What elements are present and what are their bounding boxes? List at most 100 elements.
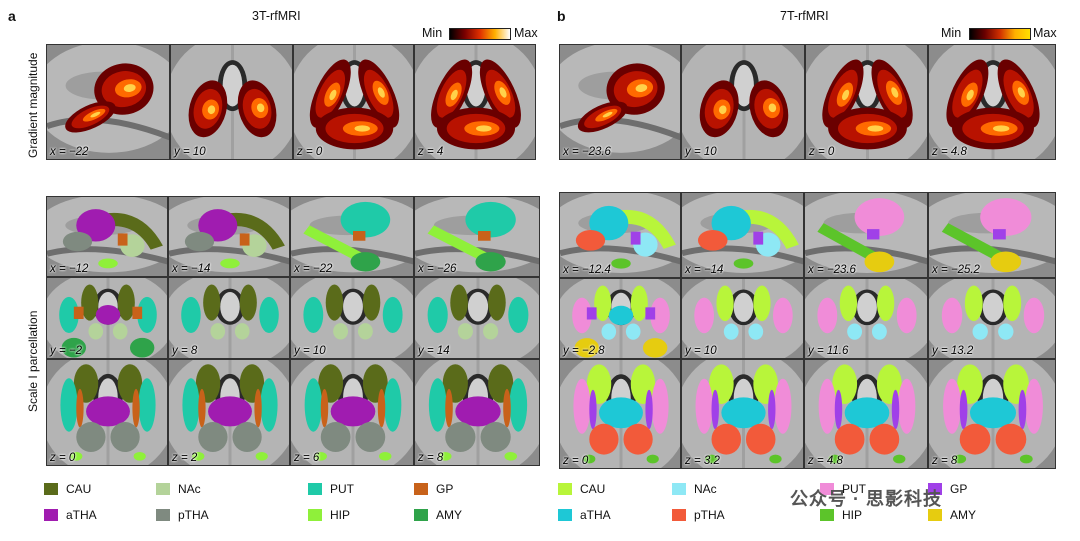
panel-b-parcellation-slice-r2-c1: y = −2.8: [559, 278, 681, 359]
slice-coordinate-label: z = 6: [294, 452, 320, 464]
panel-a-colorbar: [449, 28, 511, 40]
panel-a-parcellation-slice-r1-c3: x = −22: [290, 196, 414, 277]
legend-swatch: [928, 509, 942, 521]
legend-label: AMY: [436, 508, 463, 522]
legend-swatch: [672, 509, 686, 521]
legend-swatch: [308, 483, 322, 495]
panel-a-colorbar-min: Min: [422, 26, 443, 40]
panel-b-letter: b: [557, 8, 566, 24]
panel-a-parcellation-slice-r3-c2: z = 2: [168, 359, 290, 466]
slice-coordinate-label: z = 8: [418, 452, 444, 464]
slice-coordinate-label: x = −26: [418, 263, 457, 275]
legend-label: AMY: [950, 508, 977, 522]
legend-label: NAc: [694, 482, 717, 496]
panel-a-colorbar-max: Max: [514, 26, 538, 40]
panel-a-gradient-slice-2: y = 10: [170, 44, 293, 160]
legend-swatch: [156, 483, 170, 495]
slice-coordinate-label: z = 0: [50, 452, 76, 464]
panel-a-parcellation-slice-r2-c3: y = 10: [290, 277, 414, 359]
legend-swatch: [44, 483, 58, 495]
panel-a-parcellation-slice-r1-c1: x = −12: [46, 196, 168, 277]
slice-coordinate-label: z = 2: [172, 452, 198, 464]
gradient-row-label: Gradient magnitude: [26, 52, 40, 158]
legend-item-cau: CAU: [44, 482, 91, 496]
panel-b-parcellation-slice-r3-c1: z = 0: [559, 359, 681, 469]
slice-coordinate-label: x = −14: [172, 263, 211, 275]
panel-a-gradient-slice-1: x = −22: [46, 44, 170, 160]
legend-item-amy: AMY: [414, 508, 462, 522]
legend-item-amy: AMY: [928, 508, 976, 522]
panel-b-gradient-slice-1: x = −23.6: [559, 44, 681, 160]
panel-a-gradient-slice-4: z = 4: [414, 44, 536, 160]
legend-item-nac: NAc: [672, 482, 717, 496]
slice-coordinate-label: z = 3.2: [685, 455, 720, 467]
legend-swatch: [308, 509, 322, 521]
slice-coordinate-label: z = 4.8: [808, 455, 843, 467]
slice-coordinate-label: z = 4.8: [932, 146, 967, 158]
watermark: 公众号 · 思影科技: [790, 489, 942, 509]
legend-label: GP: [436, 482, 454, 496]
panel-b-gradient-slice-3: z = 0: [805, 44, 928, 160]
panel-b-parcellation-slice-r2-c3: y = 11.6: [804, 278, 928, 359]
panel-a-parcellation-slice-r2-c4: y = 14: [414, 277, 540, 359]
panel-a-letter: a: [8, 8, 16, 24]
slice-coordinate-label: z = 4: [418, 146, 444, 158]
legend-label: CAU: [580, 482, 606, 496]
slice-coordinate-label: z = 0: [297, 146, 323, 158]
panel-a-parcellation-slice-r3-c4: z = 8: [414, 359, 540, 466]
slice-coordinate-label: y = −2.8: [563, 345, 605, 357]
legend-swatch: [672, 483, 686, 495]
slice-coordinate-label: y = 10: [294, 345, 326, 357]
legend-item-gp: GP: [928, 482, 967, 496]
panel-b-parcellation-slice-r3-c2: z = 3.2: [681, 359, 804, 469]
panel-b-parcellation-slice-r2-c2: y = 10: [681, 278, 804, 359]
panel-a-parcellation-slice-r3-c3: z = 6: [290, 359, 414, 466]
slice-coordinate-label: x = −22: [50, 146, 89, 158]
legend-item-put: PUT: [820, 482, 866, 496]
legend-label: GP: [950, 482, 968, 496]
slice-coordinate-label: y = −2: [50, 345, 82, 357]
legend-swatch: [558, 483, 572, 495]
panel-a-parcellation-slice-r1-c2: x = −14: [168, 196, 290, 277]
legend-swatch: [820, 483, 834, 495]
panel-a-title: 3T-rfMRI: [252, 9, 301, 23]
legend-swatch: [928, 483, 942, 495]
legend-label: PUT: [330, 482, 354, 496]
slice-coordinate-label: y = 10: [685, 345, 717, 357]
slice-coordinate-label: y = 8: [172, 345, 198, 357]
legend-swatch: [414, 509, 428, 521]
slice-coordinate-label: y = 10: [685, 146, 717, 158]
legend-item-cau: CAU: [558, 482, 605, 496]
legend-label: aTHA: [66, 508, 97, 522]
panel-a-parcellation-slice-r3-c1: z = 0: [46, 359, 168, 466]
legend-swatch: [156, 509, 170, 521]
panel-b-parcellation-slice-r3-c3: z = 4.8: [804, 359, 928, 469]
slice-coordinate-label: x = −25.2: [932, 264, 980, 276]
legend-swatch: [558, 509, 572, 521]
legend-label: pTHA: [178, 508, 209, 522]
legend-item-hip: HIP: [820, 508, 862, 522]
panel-b-title: 7T-rfMRI: [780, 9, 829, 23]
legend-item-ptha: pTHA: [156, 508, 209, 522]
legend-item-gp: GP: [414, 482, 453, 496]
legend-item-atha: aTHA: [44, 508, 97, 522]
panel-b-colorbar: [969, 28, 1031, 40]
legend-label: PUT: [842, 482, 866, 496]
legend-item-atha: aTHA: [558, 508, 611, 522]
legend-swatch: [44, 509, 58, 521]
panel-b-gradient-slice-2: y = 10: [681, 44, 805, 160]
panel-b-parcellation-slice-r2-c4: y = 13.2: [928, 278, 1056, 359]
slice-coordinate-label: x = −12: [50, 263, 89, 275]
panel-b-parcellation-slice-r1-c1: x = −12.4: [559, 192, 681, 278]
slice-coordinate-label: y = 11.6: [808, 345, 849, 357]
panel-a-parcellation-slice-r2-c1: y = −2: [46, 277, 168, 359]
slice-coordinate-label: x = −12.4: [563, 264, 611, 276]
panel-a-parcellation-slice-r1-c4: x = −26: [414, 196, 540, 277]
slice-coordinate-label: x = −14: [685, 264, 724, 276]
legend-label: HIP: [330, 508, 351, 522]
panel-a-gradient-slice-3: z = 0: [293, 44, 414, 160]
legend-item-put: PUT: [308, 482, 354, 496]
legend-label: CAU: [66, 482, 92, 496]
panel-b-parcellation-slice-r1-c3: x = −23.6: [804, 192, 928, 278]
legend-item-ptha: pTHA: [672, 508, 725, 522]
